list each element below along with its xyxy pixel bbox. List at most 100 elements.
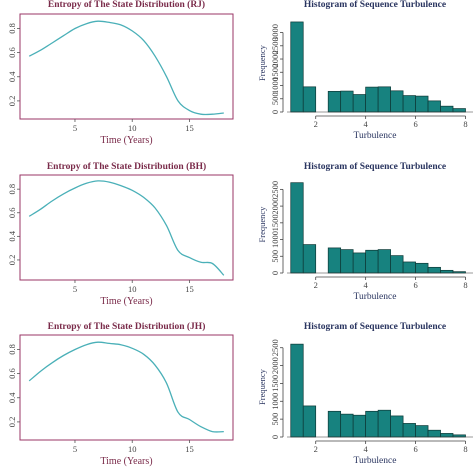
x-tick-label: 2 xyxy=(314,280,318,290)
histogram-bar xyxy=(302,244,317,274)
histogram-bar xyxy=(290,182,304,274)
x-tick-label: 4 xyxy=(364,119,369,129)
data-point xyxy=(29,380,30,381)
histogram-bar xyxy=(290,343,304,438)
x-tick-label: 6 xyxy=(413,119,417,129)
data-point xyxy=(109,181,110,182)
x-tick-label: 15 xyxy=(185,123,194,133)
y-tick-label: 0.6 xyxy=(7,207,17,218)
entropy-series-line xyxy=(28,180,225,276)
y-tick-label: 1000 xyxy=(270,77,280,94)
data-point xyxy=(51,362,52,363)
data-point xyxy=(155,56,156,57)
x-tick-label: 4 xyxy=(364,280,369,290)
x-axis-label: Time (Years) xyxy=(100,296,152,307)
histogram-bar xyxy=(327,90,342,113)
histogram-bar xyxy=(327,410,342,438)
data-point xyxy=(143,40,144,41)
y-tick-label: 2000 xyxy=(270,198,280,215)
histogram-bar xyxy=(377,409,391,438)
data-point xyxy=(63,355,64,356)
data-point xyxy=(120,344,121,345)
histogram-bar xyxy=(427,266,441,274)
x-tick-label: 6 xyxy=(413,444,417,454)
histogram-bar xyxy=(390,415,404,438)
data-point xyxy=(200,426,201,427)
histogram-bar xyxy=(377,249,391,274)
data-point xyxy=(212,431,213,432)
entropy-series-line xyxy=(28,341,224,433)
y-tick-label: 0 xyxy=(270,271,280,275)
x-tick-label: 10 xyxy=(128,444,137,454)
data-point xyxy=(155,365,156,366)
histogram-bar xyxy=(402,95,416,113)
histogram-bar xyxy=(415,425,429,438)
histogram-bar xyxy=(452,434,466,438)
data-point xyxy=(51,200,52,201)
x-tick-label: 8 xyxy=(463,280,467,290)
histogram-bar xyxy=(415,262,429,274)
data-point xyxy=(143,197,144,198)
entropy-chart-1: Entropy of The State Distribution (RJ) 0.… xyxy=(7,0,234,146)
y-axis-label: Frequency xyxy=(257,44,267,81)
x-tick-label: 8 xyxy=(463,119,467,129)
data-point xyxy=(97,342,98,343)
y-tick-label: 2500 xyxy=(270,37,280,54)
data-point xyxy=(120,185,121,186)
data-point xyxy=(143,354,144,355)
data-point xyxy=(200,262,201,263)
chart-title: Histogram of Sequence Turbulence xyxy=(304,0,446,10)
data-point xyxy=(177,412,178,413)
histogram-bar xyxy=(402,261,416,274)
x-tick-label: 5 xyxy=(73,123,77,133)
histogram-bar xyxy=(390,255,404,274)
y-tick-label: 0.2 xyxy=(7,417,17,428)
chart-title: Entropy of The State Distribution (JH) xyxy=(48,321,206,332)
data-point xyxy=(97,21,98,22)
histogram-bar xyxy=(302,405,317,438)
data-point xyxy=(109,22,110,23)
data-point xyxy=(86,344,87,345)
data-point xyxy=(166,225,167,226)
x-axis-label: Time (Years) xyxy=(100,135,152,146)
histogram-bar xyxy=(327,247,342,274)
data-point xyxy=(132,348,133,349)
data-point xyxy=(40,371,41,372)
data-point xyxy=(132,30,133,31)
histogram-bar xyxy=(290,21,304,113)
y-tick-label: 0 xyxy=(270,110,280,114)
data-point xyxy=(166,76,167,77)
y-tick-label: 0.4 xyxy=(7,230,17,241)
chart-title: Histogram of Sequence Turbulence xyxy=(304,322,446,332)
plot-frame xyxy=(19,334,234,441)
y-tick-label: 2000 xyxy=(270,51,280,68)
data-point xyxy=(74,28,75,29)
data-point xyxy=(109,343,110,344)
x-axis-label: Time (Years) xyxy=(100,456,152,467)
data-point xyxy=(212,114,213,115)
histogram-bar xyxy=(440,433,454,438)
data-point xyxy=(177,100,178,101)
histogram-bar xyxy=(427,429,441,438)
histogram-bar xyxy=(302,86,317,113)
x-axis-label: Turbulence xyxy=(354,292,397,302)
histogram-bar xyxy=(352,414,366,438)
x-tick-label: 10 xyxy=(128,123,137,133)
y-axis-label: Frequency xyxy=(257,206,267,243)
data-point xyxy=(74,187,75,188)
y-tick-label: 1000 xyxy=(270,231,280,248)
data-point xyxy=(86,23,87,24)
data-point xyxy=(223,431,224,432)
y-tick-label: 1500 xyxy=(270,375,280,392)
y-tick-label: 500 xyxy=(270,413,280,426)
chart-title: Histogram of Sequence Turbulence xyxy=(304,162,446,172)
x-axis-label: Turbulence xyxy=(354,131,397,141)
x-tick-label: 5 xyxy=(73,444,77,454)
y-tick-label: 0.6 xyxy=(7,47,17,58)
x-tick-label: 8 xyxy=(463,444,467,454)
histogram-bar xyxy=(340,249,354,274)
x-tick-label: 5 xyxy=(73,284,77,294)
x-tick-label: 15 xyxy=(185,444,194,454)
data-point xyxy=(200,114,201,115)
